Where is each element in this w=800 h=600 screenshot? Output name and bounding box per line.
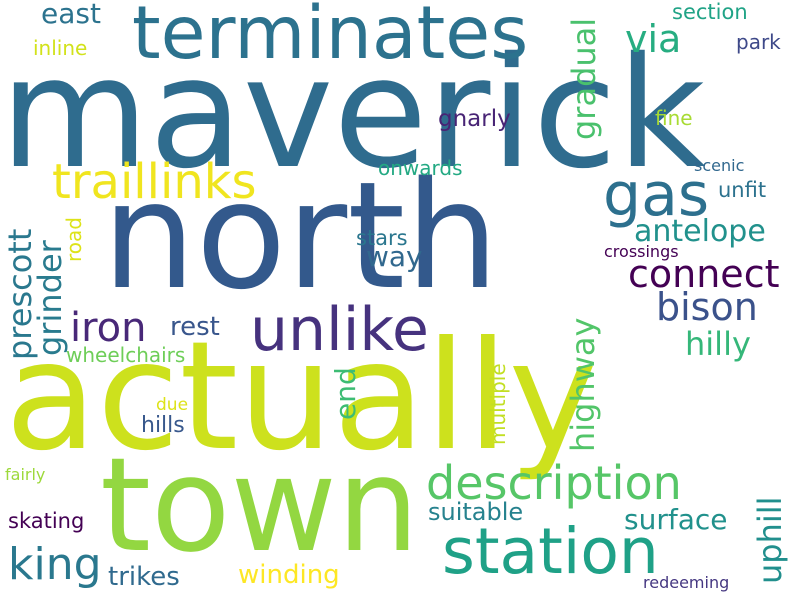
word-gnarly: gnarly — [438, 106, 511, 132]
word-redeeming: redeeming — [643, 573, 730, 592]
word-gradual: gradual — [565, 17, 603, 140]
word-hilly: hilly — [685, 325, 751, 363]
word-trikes: trikes — [108, 562, 180, 592]
word-end: end — [329, 367, 362, 420]
word-due: due — [156, 395, 189, 415]
word-onwards: onwards — [378, 156, 463, 180]
word-station: station — [442, 515, 659, 588]
word-crossings: crossings — [604, 242, 679, 261]
word-suitable: suitable — [428, 498, 524, 526]
word-section: section — [672, 0, 748, 24]
word-gas: gas — [603, 160, 710, 230]
word-unfit: unfit — [718, 178, 767, 202]
word-traillinks: traillinks — [52, 154, 257, 210]
word-park: park — [736, 30, 781, 54]
word-highway: highway — [564, 317, 602, 452]
word-inline: inline — [33, 36, 88, 60]
word-fine: fine — [655, 106, 693, 130]
word-winding: winding — [238, 560, 340, 590]
word-rest: rest — [170, 312, 220, 342]
word-surface: surface — [624, 503, 728, 536]
word-north: north — [102, 150, 500, 322]
word-bison: bison — [656, 285, 758, 329]
word-skating: skating — [8, 509, 85, 533]
word-uphill: uphill — [751, 496, 789, 584]
word-description: description — [426, 456, 682, 510]
word-king: king — [8, 539, 102, 590]
word-way: way — [366, 240, 423, 273]
word-fairly: fairly — [5, 465, 46, 484]
word-east: east — [41, 0, 101, 30]
word-iron: iron — [70, 305, 147, 351]
word-connect: connect — [628, 252, 780, 296]
word-unlike: unlike — [250, 295, 429, 365]
word-actually: actually — [5, 310, 598, 484]
word-maverick: maverick — [0, 25, 706, 203]
word-wheelchairs: wheelchairs — [66, 343, 186, 367]
word-terminates: terminates — [132, 0, 529, 76]
word-road: road — [62, 217, 86, 262]
word-town: town — [100, 429, 420, 581]
word-antelope: antelope — [634, 214, 766, 249]
word-hills: hills — [141, 413, 185, 438]
word-via: via — [625, 17, 682, 61]
word-multiple: multiple — [486, 363, 510, 445]
word-scenic: scenic — [694, 156, 745, 175]
word-stars: stars — [356, 226, 408, 250]
